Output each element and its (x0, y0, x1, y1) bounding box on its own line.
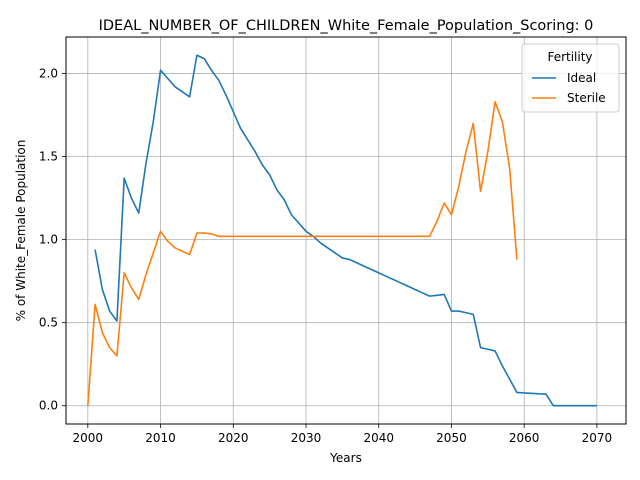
y-axis-label: % of White_Female Population (14, 140, 28, 322)
x-axis-ticks: 2000 2010 2020 2030 2040 2050 2060 2070 (73, 424, 613, 445)
x-tick-label: 2040 (363, 431, 394, 445)
legend: Fertility Ideal Sterile (521, 43, 620, 113)
legend-title: Fertility (547, 50, 592, 64)
legend-label-sterile: Sterile (567, 91, 606, 105)
plot-area-frame (65, 36, 627, 425)
y-tick-label: 0.0 (39, 399, 58, 413)
y-tick-label: 1.0 (39, 233, 58, 247)
x-tick-label: 2000 (73, 431, 104, 445)
chart-title: IDEAL_NUMBER_OF_CHILDREN_White_Female_Po… (99, 18, 594, 34)
y-tick-label: 2.0 (39, 67, 58, 81)
y-tick-label: 1.5 (39, 150, 58, 164)
x-tick-label: 2020 (218, 431, 249, 445)
series-lines (87, 54, 597, 407)
y-axis-ticks: 0.0 0.5 1.0 1.5 2.0 (39, 67, 66, 413)
series-line-ideal (94, 54, 597, 407)
y-tick-label: 0.5 (39, 316, 58, 330)
x-tick-label: 2050 (436, 431, 467, 445)
x-tick-label: 2060 (509, 431, 540, 445)
series-line-sterile (87, 100, 518, 406)
legend-label-ideal: Ideal (567, 71, 596, 85)
x-tick-label: 2030 (291, 431, 322, 445)
legend-box (521, 43, 620, 113)
x-axis-label: Years (329, 451, 362, 465)
x-tick-label: 2070 (582, 431, 613, 445)
x-tick-label: 2010 (145, 431, 176, 445)
